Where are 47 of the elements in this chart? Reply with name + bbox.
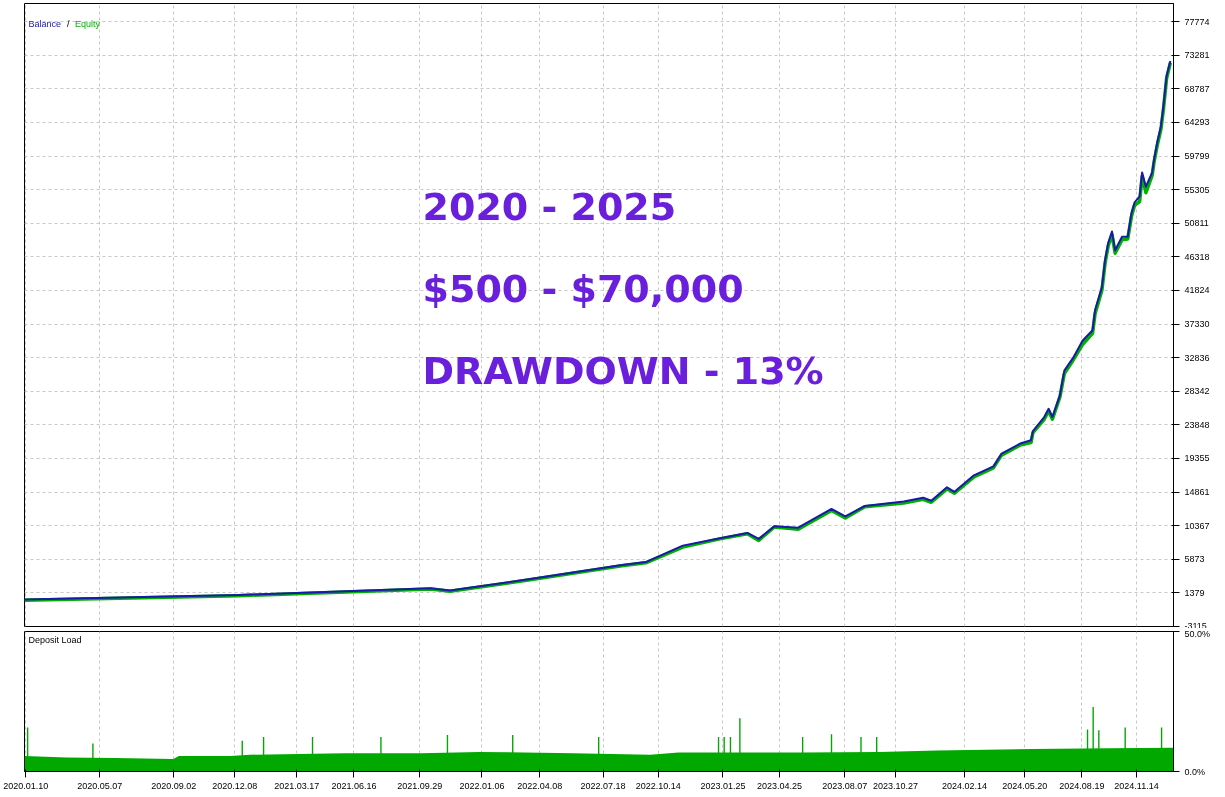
x-tick-label: 2022.10.14 — [635, 780, 681, 791]
y-tick-label: 55305 — [1184, 184, 1210, 195]
y-tick-label: 14861 — [1184, 487, 1210, 498]
x-tick-label: 2022.04.08 — [517, 780, 563, 791]
y-tick-label: 59799 — [1184, 151, 1210, 162]
x-tick-label: 2020.12.08 — [212, 780, 258, 791]
y-tick-label: 50811 — [1184, 218, 1209, 229]
x-tick-label: 2021.03.17 — [274, 780, 320, 791]
text: Equity — [74, 18, 101, 29]
annotation: 2020 - 2025 — [422, 184, 677, 229]
annotation: / — [66, 18, 70, 29]
x-tick-label: 2022.01.06 — [459, 780, 505, 791]
x-tick-label: 2020.09.02 — [151, 780, 197, 791]
text: Balance — [28, 18, 62, 29]
y-tick-label: 32836 — [1184, 352, 1210, 363]
x-tick-label: 2023.10.27 — [872, 780, 919, 791]
x-tick-label: 2021.06.16 — [331, 780, 377, 791]
x-tick-label: 2023.04.25 — [756, 780, 802, 791]
x-tick-label: 2024.02.14 — [942, 780, 988, 791]
y-tick-label: 64293 — [1184, 117, 1210, 128]
y-tick-label: 50.0% — [1184, 628, 1211, 639]
x-tick-label: 2023.01.25 — [700, 780, 746, 791]
x-tick-label: 2024.11.14 — [1114, 780, 1159, 791]
y-tick-label: 5873 — [1184, 554, 1205, 565]
x-tick-label: 2020.05.07 — [77, 780, 123, 791]
chart-title: Deposit Load — [28, 634, 82, 645]
x-tick-label: 2023.08.07 — [822, 780, 868, 791]
y-tick-label: 73281 — [1184, 50, 1210, 61]
y-tick-label: 19355 — [1184, 453, 1210, 464]
y-tick-label: 28342 — [1184, 386, 1210, 397]
x-tick-label: 2022.07.18 — [580, 780, 626, 791]
y-tick-label: 41824 — [1184, 285, 1210, 296]
x-tick-label: 2021.09.29 — [397, 780, 443, 791]
y-tick-label: -3115 — [1184, 620, 1207, 631]
x-tick-label: 2024.08.19 — [1059, 780, 1105, 791]
y-tick-label: 23848 — [1184, 419, 1210, 430]
y-tick-label: 37330 — [1184, 319, 1210, 330]
annotation: DRAWDOWN - 13% — [422, 348, 824, 393]
x-tick-label: 2024.05.20 — [1002, 780, 1048, 791]
x-tick-label: 2020.01.10 — [3, 780, 49, 791]
y-tick-label: 46318 — [1184, 251, 1210, 262]
y-tick-label: 68787 — [1184, 83, 1210, 94]
y-tick-label: 0.0% — [1184, 766, 1206, 777]
y-tick-label: 10367 — [1184, 520, 1210, 531]
y-tick-label: 1379 — [1184, 587, 1205, 598]
annotation: $500 - $70,000 — [422, 266, 744, 311]
y-tick-label: 77774 — [1184, 16, 1210, 27]
